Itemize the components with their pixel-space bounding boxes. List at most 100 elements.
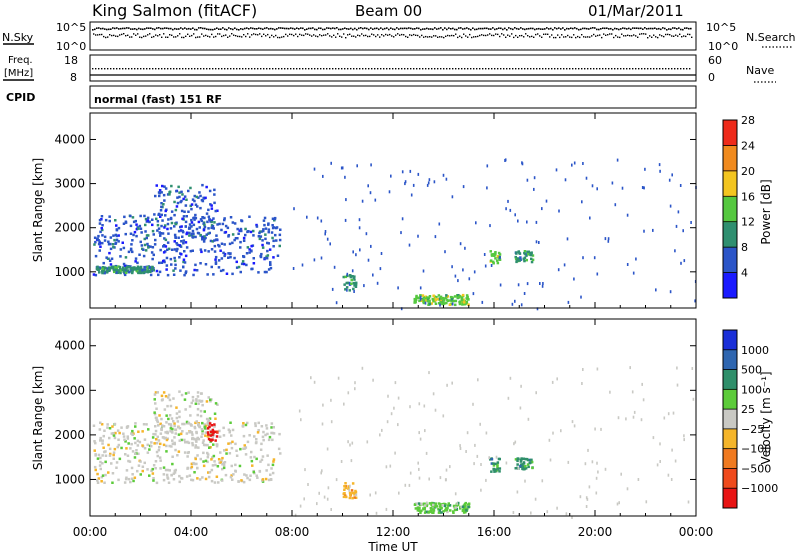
nsearch-point <box>449 35 451 37</box>
nsky-point <box>454 28 456 31</box>
nsearch-point <box>465 35 467 37</box>
heatmap-cell <box>258 231 261 235</box>
heatmap-cell <box>212 227 215 230</box>
nsky-point <box>248 28 250 30</box>
heatmap-cell <box>514 299 516 303</box>
nave-point <box>635 68 637 70</box>
heatmap-cell <box>232 473 235 476</box>
heatmap-cell <box>223 218 226 222</box>
nave-point <box>143 68 145 70</box>
nave-point <box>92 68 94 70</box>
nsearch-point <box>349 33 351 35</box>
nave-point <box>620 68 622 70</box>
heatmap-cell <box>197 220 201 224</box>
nsearch-point <box>153 35 155 38</box>
nsearch-point <box>623 35 625 37</box>
nave-point <box>446 68 448 70</box>
heatmap-cell <box>202 460 205 463</box>
heatmap-cell <box>374 198 377 202</box>
heatmap-cell <box>259 235 263 238</box>
heatmap-cell <box>242 480 246 484</box>
heatmap-cell <box>626 487 629 491</box>
heatmap-cell <box>177 433 181 436</box>
heatmap-cell <box>442 414 445 418</box>
heatmap-cell <box>348 491 352 495</box>
heatmap-cell <box>641 186 644 189</box>
heatmap-cell <box>521 463 524 466</box>
heatmap-cell <box>526 463 530 466</box>
nave-point <box>467 68 469 70</box>
heatmap-cell <box>176 454 179 457</box>
x-tick-label: 00:00 <box>679 525 714 539</box>
heatmap-cell <box>674 249 676 253</box>
heatmap-cell <box>178 474 181 478</box>
heatmap-cell <box>165 444 168 448</box>
nsearch-point <box>563 36 565 38</box>
nsearch-point <box>401 33 403 36</box>
nsearch-point <box>325 34 327 36</box>
heatmap-cell <box>227 442 230 445</box>
nsky-point <box>124 27 126 30</box>
nsky-point <box>470 28 472 31</box>
heatmap-cell <box>266 454 269 457</box>
heatmap-cell <box>122 435 126 438</box>
nsky-point <box>292 27 294 30</box>
heatmap-cell <box>222 461 225 465</box>
nsky-point <box>606 27 608 29</box>
heatmap-cell <box>267 438 271 442</box>
heatmap-cell <box>173 424 176 428</box>
heatmap-cell <box>172 478 176 481</box>
heatmap-cell <box>498 258 502 261</box>
heatmap-cell <box>189 204 192 208</box>
heatmap-cell <box>428 299 431 303</box>
heatmap-cell <box>269 266 273 270</box>
heatmap-cell <box>201 183 204 187</box>
nsky-point <box>348 28 350 30</box>
heatmap-cell <box>426 183 429 187</box>
heatmap-cell <box>213 425 216 428</box>
nsearch-point <box>485 34 487 37</box>
nsearch-point <box>469 33 471 36</box>
heatmap-cell <box>170 417 174 420</box>
colorbar-tick-label: 24 <box>741 139 755 152</box>
nave-point <box>332 68 334 70</box>
nsearch-point <box>609 33 611 35</box>
nsky-point <box>498 27 500 29</box>
heatmap-cell <box>153 411 156 414</box>
nsearch-point <box>495 33 497 35</box>
nave-point <box>380 68 382 70</box>
nave-point <box>323 68 325 70</box>
nsky-point <box>242 28 244 31</box>
nsearch-point <box>379 36 381 38</box>
heatmap-cell <box>530 460 534 464</box>
heatmap-cell <box>221 463 224 466</box>
heatmap-cell <box>150 469 153 472</box>
heatmap-cell <box>450 298 454 301</box>
nsearch-point <box>97 34 99 36</box>
heatmap-cell <box>169 423 173 426</box>
heatmap-cell <box>212 217 215 220</box>
heatmap-cell <box>517 219 519 223</box>
heatmap-cell <box>212 454 216 458</box>
heatmap-cell <box>180 209 184 213</box>
nsky-point <box>522 28 524 30</box>
heatmap-cell <box>170 473 173 477</box>
heatmap-cell <box>348 281 351 285</box>
heatmap-cell <box>486 186 488 190</box>
heatmap-cell <box>258 237 262 241</box>
heatmap-cell <box>235 260 238 264</box>
nsky-point <box>118 28 120 30</box>
nsearch-point <box>253 33 255 35</box>
heatmap-cell <box>659 442 661 446</box>
heatmap-cell <box>433 180 436 184</box>
heatmap-cell <box>489 458 492 461</box>
nsky-point <box>378 28 380 31</box>
heatmap-cell <box>254 424 257 428</box>
nsky-point <box>508 27 510 29</box>
nsky-point <box>440 27 442 29</box>
heatmap-cell <box>175 416 179 420</box>
nsky-point <box>112 27 114 29</box>
heatmap-cell <box>132 233 135 237</box>
heatmap-cell <box>162 443 166 447</box>
nsky-point <box>566 27 568 30</box>
